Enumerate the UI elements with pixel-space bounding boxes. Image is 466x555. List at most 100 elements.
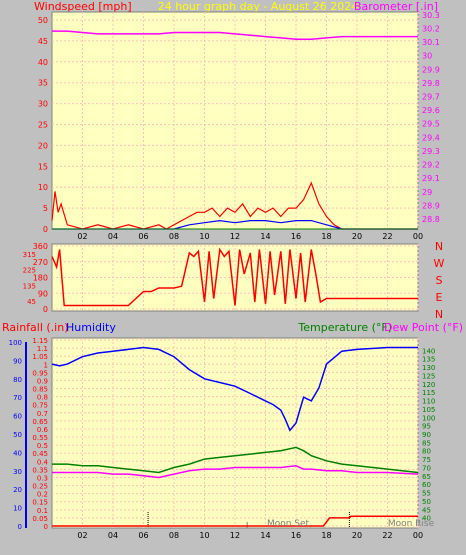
rain-tick-label: 0.75: [32, 402, 48, 410]
temp-tick-label: 115: [422, 389, 435, 397]
humidity-tick-label: 40: [13, 449, 22, 457]
rain-tick-label: 0.3: [37, 474, 48, 482]
dewpoint-label: Dew Point (°F): [384, 321, 463, 334]
humidity-tick-label: 60: [13, 413, 22, 421]
wind-x-tick-label: 06: [138, 232, 148, 241]
temp-tick-label: 140: [422, 347, 435, 355]
compass-label-w: W: [434, 257, 445, 270]
wind-tick-label: 20: [38, 141, 48, 150]
wind-x-tick-label: 04: [108, 232, 118, 241]
rain-tick-label: 0.05: [32, 515, 48, 523]
temp-tick-label: 90: [422, 431, 431, 439]
rain-tick-label: 0.4: [37, 458, 49, 466]
humidity-tick-label: 90: [13, 357, 22, 365]
windspeed-label: Windspeed [mph]: [34, 0, 132, 13]
barometer-tick-label: 28.9: [422, 201, 440, 210]
temp-tick-label: 60: [422, 481, 431, 489]
barometer-line: [52, 30, 418, 41]
wind-tick-label: 0: [43, 225, 48, 234]
rainfall-label: Rainfall (.in): [2, 321, 69, 334]
direction-tick-label: 270: [33, 258, 48, 267]
moon-rise-label: Moon Rise: [388, 519, 435, 529]
wind-x-tick-label: 00: [413, 232, 423, 241]
temp-tick-label: 110: [422, 398, 435, 406]
barometer-tick-label: 30.2: [422, 24, 440, 33]
barometer-label: Barometer [.in]: [354, 0, 438, 13]
wind-tick-label: 30: [38, 100, 48, 109]
barometer-tick-label: 28.8: [422, 215, 440, 224]
wind-speed-line: [51, 181, 418, 230]
direction-minor-tick-label: 315: [23, 251, 36, 259]
humidity-tick-label: 50: [13, 431, 22, 439]
rain-tick-label: 0.9: [37, 377, 48, 385]
temp-tick-label: 80: [422, 448, 431, 456]
humidity-label: Humidity: [66, 321, 116, 334]
barometer-tick-label: 29.3: [422, 147, 440, 156]
temp-x-tick-label: 22: [382, 531, 392, 540]
wind-tick-label: 25: [38, 121, 48, 130]
temp-x-tick-label: 20: [352, 531, 362, 540]
temp-humidity-chart: 00.050.10.150.20.250.30.350.40.450.50.55…: [9, 337, 436, 540]
barometer-tick-label: 29: [422, 188, 432, 197]
rain-line: [52, 515, 418, 527]
temp-x-tick-label: 08: [169, 531, 179, 540]
humidity-tick-label: 10: [13, 505, 22, 513]
direction-line: [51, 247, 418, 307]
temp-x-tick-label: 12: [230, 531, 240, 540]
rain-tick-label: 1.15: [32, 337, 48, 345]
rain-tick-label: 0.35: [32, 466, 48, 474]
wind-tick-label: 40: [38, 58, 48, 67]
rain-tick-label: 1: [44, 361, 48, 369]
wind-x-tick-label: 14: [260, 232, 270, 241]
wind-tick-label: 15: [38, 162, 48, 171]
rain-tick-label: 1.05: [32, 353, 48, 361]
rain-tick-label: 0.5: [37, 442, 48, 450]
temp-tick-label: 40: [422, 515, 431, 523]
rain-tick-label: 0.8: [37, 394, 48, 402]
barometer-tick-label: 29.5: [422, 120, 440, 129]
humidity-tick-label: 20: [13, 486, 22, 494]
barometer-tick-label: 29.9: [422, 65, 440, 74]
wind-tick-label: 10: [38, 183, 48, 192]
rain-tick-label: 0.15: [32, 499, 48, 507]
wind-x-tick-label: 10: [199, 232, 209, 241]
temp-plot-area: [51, 337, 419, 529]
temp-tick-label: 65: [422, 473, 431, 481]
temp-x-tick-label: 10: [199, 531, 209, 540]
temp-tick-label: 45: [422, 506, 431, 514]
direction-tick-label: 360: [33, 242, 48, 251]
temp-x-tick-label: 06: [138, 531, 148, 540]
direction-tick-label: 0: [43, 305, 48, 314]
wind-x-tick-label: 22: [382, 232, 392, 241]
wind-tick-label: 35: [38, 79, 48, 88]
barometer-tick-label: 29.6: [422, 106, 440, 115]
temp-x-tick-label: 16: [291, 531, 301, 540]
wind-avg-line: [52, 219, 418, 230]
wind-x-tick-label: 16: [291, 232, 301, 241]
barometer-tick-label: 30.3: [422, 11, 440, 20]
wind-x-tick-label: 18: [321, 232, 331, 241]
graph-title: 24 hour graph day - August 26 2024: [158, 0, 359, 13]
temp-tick-label: 75: [422, 456, 431, 464]
rain-tick-label: 0.25: [32, 483, 48, 491]
rain-tick-label: 0.95: [32, 369, 48, 377]
temp-x-tick-label: 02: [77, 531, 87, 540]
rain-tick-label: 0.45: [32, 450, 48, 458]
humidity-tick-label: 0: [18, 523, 22, 531]
temp-tick-label: 125: [422, 372, 435, 380]
temp-x-tick-label: 14: [260, 531, 270, 540]
temp-tick-label: 95: [422, 423, 431, 431]
temp-tick-label: 100: [422, 414, 435, 422]
temp-x-tick-label: 04: [108, 531, 118, 540]
wind-tick-label: 45: [38, 37, 48, 46]
wind-tick-label: 5: [43, 204, 48, 213]
dewpoint-line: [52, 465, 419, 479]
temp-tick-label: 135: [422, 356, 435, 364]
compass-label-e: E: [436, 291, 443, 304]
humidity-tick-label: 80: [13, 376, 22, 384]
rain-tick-label: 0.6: [37, 426, 49, 434]
rain-tick-label: 0.65: [32, 418, 48, 426]
barometer-tick-label: 30: [422, 52, 432, 61]
humidity-tick-label: 30: [13, 468, 22, 476]
temp-tick-label: 85: [422, 439, 431, 447]
